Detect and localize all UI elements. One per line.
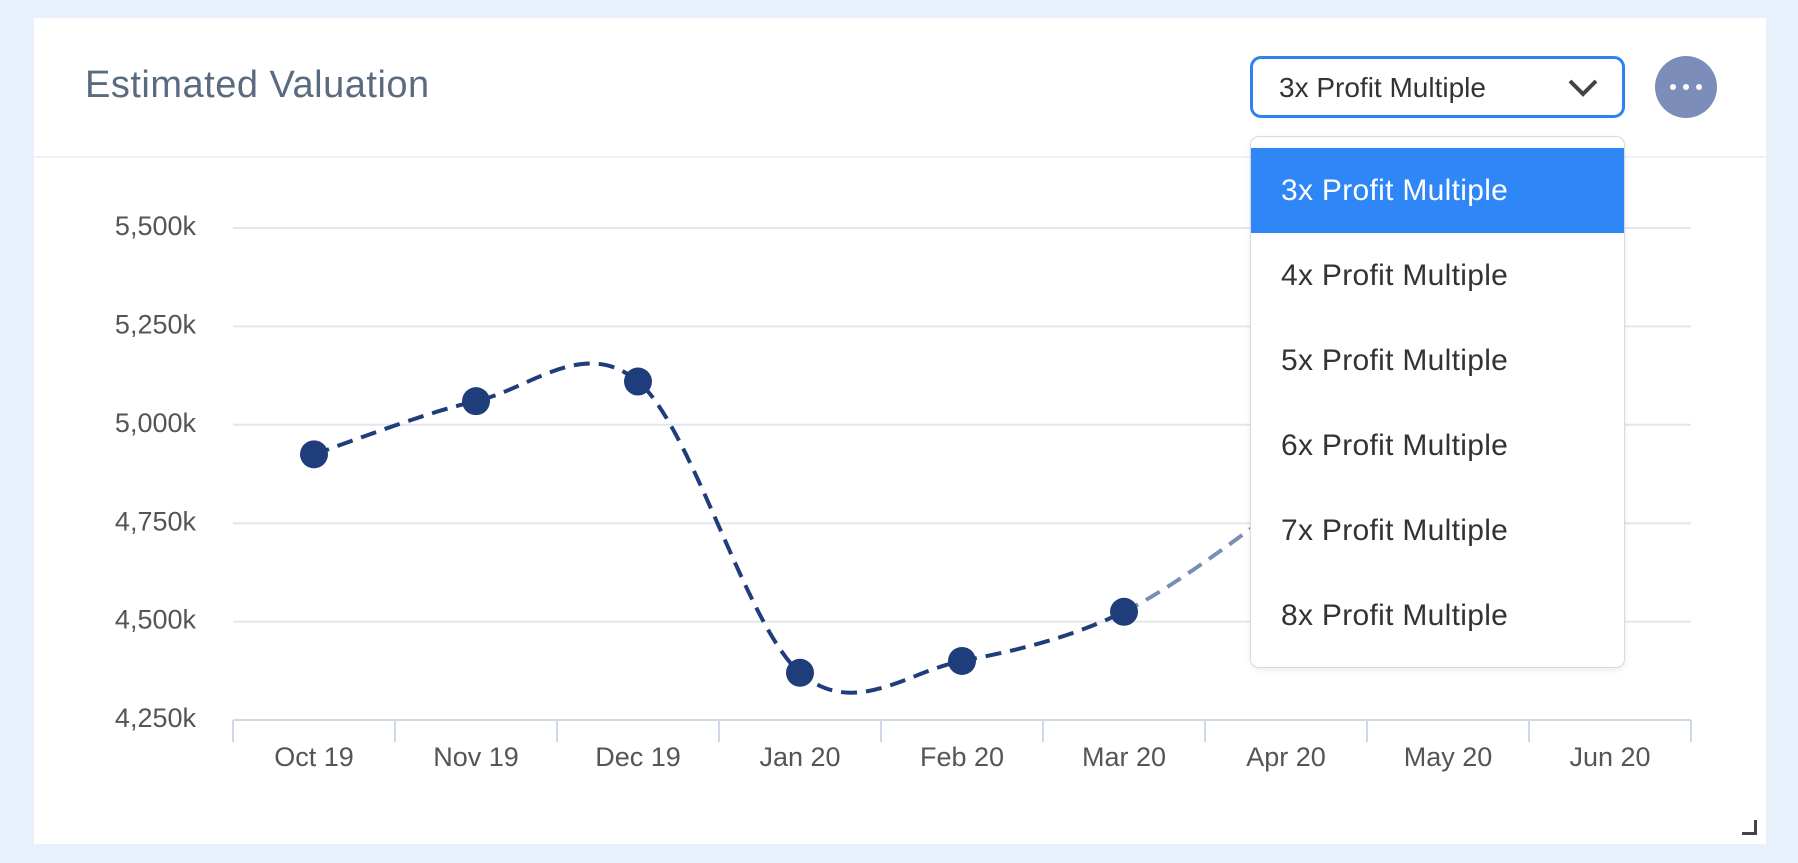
select-value: 3x Profit Multiple bbox=[1279, 72, 1486, 103]
x-tick-label: May 20 bbox=[1404, 742, 1493, 772]
y-tick-label: 4,250k bbox=[115, 703, 197, 733]
dropdown-option[interactable]: 5x Profit Multiple bbox=[1281, 344, 1509, 377]
multiple-select[interactable]: 3x Profit Multiple bbox=[1250, 56, 1625, 118]
y-tick-label: 5,000k bbox=[115, 408, 197, 438]
point bbox=[624, 367, 652, 396]
x-tick-label: Oct 19 bbox=[274, 742, 354, 772]
x-tick-label: Dec 19 bbox=[595, 742, 681, 772]
dropdown-option[interactable]: 3x Profit Multiple bbox=[1251, 148, 1624, 233]
header-divider bbox=[34, 156, 1766, 158]
point bbox=[462, 387, 490, 416]
x-tick-label: Jun 20 bbox=[1569, 742, 1650, 772]
x-tick-label: Apr 20 bbox=[1246, 742, 1326, 772]
dropdown-option[interactable]: 7x Profit Multiple bbox=[1281, 514, 1509, 547]
more-button[interactable] bbox=[1655, 56, 1717, 118]
y-tick-label: 5,250k bbox=[115, 310, 197, 340]
y-tick-label: 4,500k bbox=[115, 605, 197, 635]
line-actual bbox=[313, 361, 1125, 695]
x-tick-label: Nov 19 bbox=[433, 742, 519, 772]
y-tick-label: 5,500k bbox=[115, 211, 197, 241]
dropdown-option[interactable]: 6x Profit Multiple bbox=[1281, 429, 1509, 462]
dropdown-menu: 3x Profit Multiple 4x Profit Multiple 5x P… bbox=[1250, 136, 1625, 668]
y-tick-label: 4,750k bbox=[115, 506, 197, 536]
resize-handle[interactable] bbox=[1742, 820, 1757, 835]
point bbox=[948, 646, 976, 675]
x-tick-label: Feb 20 bbox=[920, 742, 1004, 772]
chart-title: Estimated Valuation bbox=[85, 64, 430, 106]
x-tick-label: Jan 20 bbox=[759, 742, 840, 772]
point bbox=[786, 658, 814, 687]
point bbox=[300, 440, 328, 469]
dropdown-option[interactable]: 4x Profit Multiple bbox=[1281, 259, 1509, 292]
dropdown-option[interactable]: 8x Profit Multiple bbox=[1281, 599, 1509, 632]
x-tick-label: Mar 20 bbox=[1082, 742, 1166, 772]
point bbox=[1110, 597, 1138, 626]
chevron bbox=[1568, 79, 1598, 97]
